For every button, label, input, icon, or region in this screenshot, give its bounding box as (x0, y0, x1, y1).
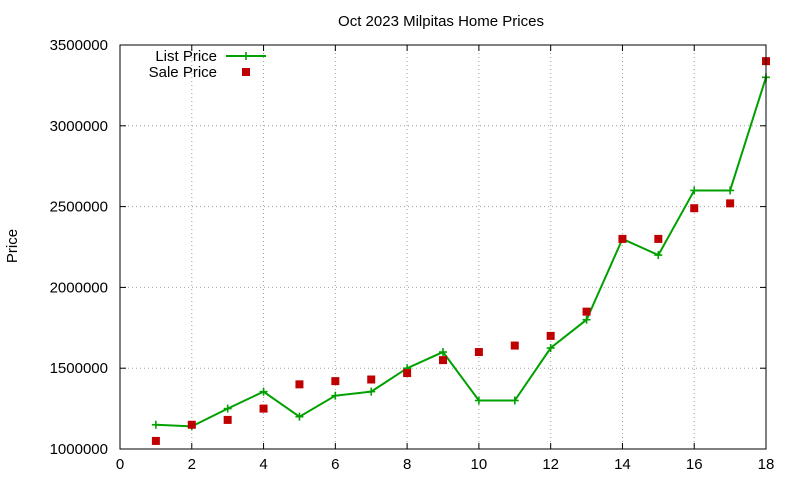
sale-price-point (331, 377, 340, 386)
sale-price-point (223, 415, 232, 424)
sale-price-point (439, 356, 447, 365)
y-tick-label: 3000000 (50, 118, 108, 135)
sale-price-point (259, 404, 268, 413)
list-price-point (331, 391, 340, 400)
y-tick-label: 2000000 (50, 279, 108, 296)
sale-price-point (654, 234, 663, 243)
sale-price-point (367, 375, 376, 384)
grid (120, 45, 766, 449)
y-tick-label: 1000000 (50, 441, 108, 458)
x-tick-label: 10 (471, 456, 488, 473)
list-price-point (367, 387, 376, 396)
sale-price-point (474, 348, 483, 357)
sale-price-point (582, 307, 591, 316)
legend-label-sale-price: Sale Price (149, 64, 217, 81)
list-price-point (295, 412, 304, 421)
y-axis-label: Price (4, 229, 21, 263)
sale-price-point (726, 199, 735, 208)
list-price-point (439, 348, 447, 357)
list-price-point (474, 396, 483, 405)
sale-price-point (187, 420, 196, 429)
sale-price-point (295, 380, 304, 389)
y-tick-label: 1500000 (50, 360, 108, 377)
list-price-point (259, 387, 268, 396)
list-price-point (510, 396, 519, 405)
x-tick-label: 18 (758, 456, 775, 473)
list-price-point (582, 315, 591, 324)
list-price-line (155, 77, 767, 428)
axis-ticks: 0 2 4 6 8 10 12 14 16 18 1000000 1500000 2000000 2500… (50, 37, 775, 473)
legend-sample-list-price-marker (242, 52, 250, 60)
series-layer (151, 57, 770, 445)
list-price-point (726, 186, 735, 195)
x-tick-label: 14 (614, 456, 631, 473)
plot-frame (119, 44, 767, 450)
x-tick-label: 0 (116, 456, 124, 473)
x-tick-label: 6 (331, 456, 339, 473)
legend-label-list-price: List Price (155, 48, 217, 65)
list-price-point (654, 251, 663, 260)
legend: List Price Sale Price (149, 48, 266, 81)
sale-price-point (690, 204, 699, 213)
y-tick-label: 3500000 (50, 37, 108, 54)
x-tick-label: 8 (403, 456, 411, 473)
sale-price-point (546, 331, 555, 340)
sale-price-point (403, 369, 412, 378)
list-price-point (151, 420, 160, 429)
sale-price-point (151, 436, 160, 445)
list-price-point (690, 186, 699, 195)
list-price-point (223, 404, 232, 413)
sale-price-point (618, 234, 627, 243)
chart-title: Oct 2023 Milpitas Home Prices (338, 13, 544, 30)
x-tick-label: 16 (686, 456, 703, 473)
x-tick-label: 12 (542, 456, 559, 473)
x-tick-label: 4 (259, 456, 267, 473)
legend-sample-sale-price-marker (242, 68, 250, 76)
y-tick-label: 2500000 (50, 199, 108, 216)
sale-price-point (510, 341, 519, 350)
list-price-point (546, 344, 555, 352)
x-tick-label: 2 (188, 456, 196, 473)
